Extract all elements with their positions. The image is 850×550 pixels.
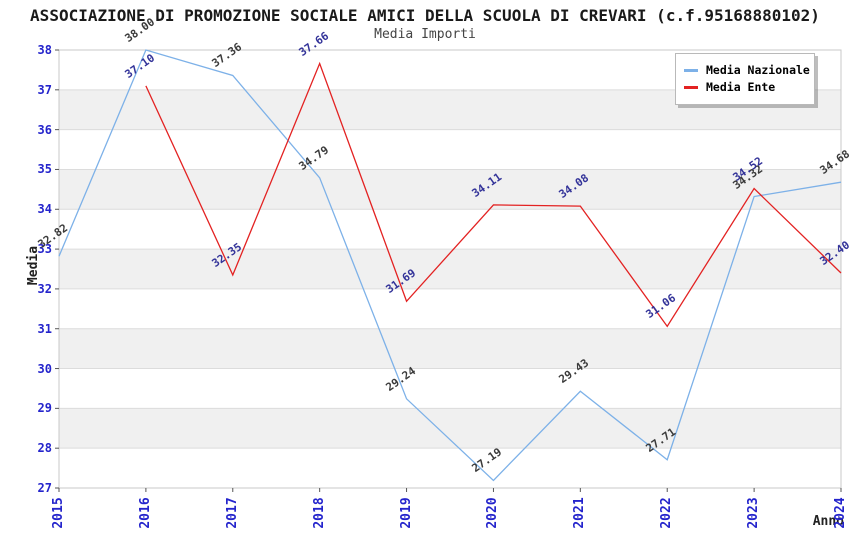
y-tick-label: 33 [37, 242, 52, 257]
y-tick-label: 34 [37, 202, 52, 217]
legend: Media Nazionale Media Ente [675, 53, 815, 105]
y-tick-label: 31 [37, 321, 52, 336]
grid-band [59, 408, 841, 449]
plot-border [58, 49, 842, 489]
x-tick-label: 2021 [572, 497, 588, 529]
legend-item-media-ente: Media Ente [684, 80, 806, 94]
page-title: ASSOCIAZIONE DI PROMOZIONE SOCIALE AMICI… [30, 6, 820, 25]
y-tick-label: 37 [37, 82, 52, 97]
x-tick-label: 2024 [833, 497, 848, 529]
y-tick-label: 29 [37, 401, 52, 416]
x-tick-label: 2015 [51, 497, 66, 529]
x-tick-label: 2020 [485, 497, 501, 529]
y-tick-label: 28 [37, 441, 52, 456]
y-tick-label: 36 [37, 122, 52, 137]
x-tick-label: 2017 [224, 497, 240, 529]
grid-band [59, 169, 841, 210]
page-subtitle: Media Importi [374, 27, 476, 42]
y-tick-label: 32 [37, 281, 52, 296]
grid-band [59, 249, 841, 289]
y-tick-label: 38 [37, 43, 52, 57]
grid-band [59, 328, 841, 369]
y-tick-label: 30 [37, 361, 52, 376]
x-tick-label: 2023 [746, 497, 762, 529]
line-swatch-icon [684, 85, 698, 89]
series-line-media-ente [145, 61, 842, 328]
legend-item-media-nazionale: Media Nazionale [684, 63, 810, 77]
line-swatch-icon [684, 68, 698, 72]
y-tick-label: 27 [37, 481, 52, 495]
x-tick-label: 2022 [659, 497, 675, 529]
y-tick-label: 35 [37, 162, 52, 177]
x-tick-label: 2016 [137, 497, 153, 529]
series-line-media-nazionale [58, 49, 842, 482]
x-tick-label: 2019 [398, 497, 414, 529]
x-axis-label: Anno [812, 514, 844, 529]
legend-label: Media Nazionale [706, 63, 810, 77]
legend-label: Media Ente [706, 80, 776, 94]
x-tick-label: 2018 [311, 497, 327, 529]
